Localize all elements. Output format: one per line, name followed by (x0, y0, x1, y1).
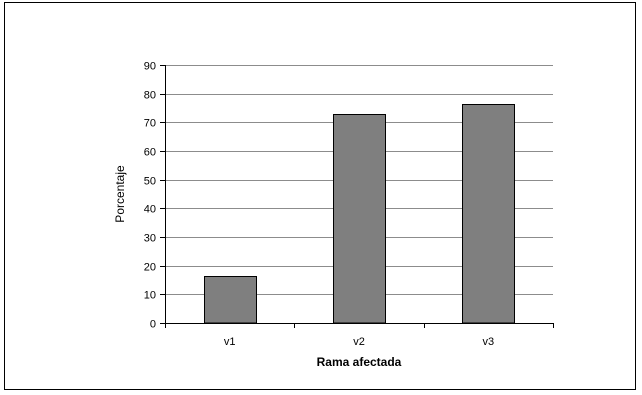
bar-v3 (462, 104, 515, 324)
bars (204, 104, 515, 324)
chart-frame (4, 2, 636, 390)
bar-v1 (204, 276, 257, 324)
x-axis-title: Rama afectada (317, 355, 402, 369)
y-tick-label-70: 70 (144, 118, 156, 130)
y-tick-label-20: 20 (144, 262, 156, 274)
y-tick-label-10: 10 (144, 290, 156, 302)
y-tick-label-90: 90 (144, 61, 156, 73)
y-tick-label-80: 80 (144, 90, 156, 102)
x-tick-label-v2: v2 (353, 336, 365, 348)
y-axis-title: Porcentaje (113, 165, 127, 223)
axes (160, 65, 554, 328)
x-tick-labels: v1 v2 v3 (224, 336, 494, 348)
y-tick-label-30: 30 (144, 233, 156, 245)
y-tick-label-50: 50 (144, 176, 156, 188)
x-tick-label-v1: v1 (224, 336, 236, 348)
bar-v2 (333, 114, 386, 324)
y-tick-labels: 0 10 20 30 40 50 60 70 80 90 (144, 61, 156, 331)
y-tick-label-40: 40 (144, 204, 156, 216)
x-tick-label-v3: v3 (483, 336, 495, 348)
y-tick-label-60: 60 (144, 147, 156, 159)
y-tick-label-0: 0 (150, 319, 156, 331)
